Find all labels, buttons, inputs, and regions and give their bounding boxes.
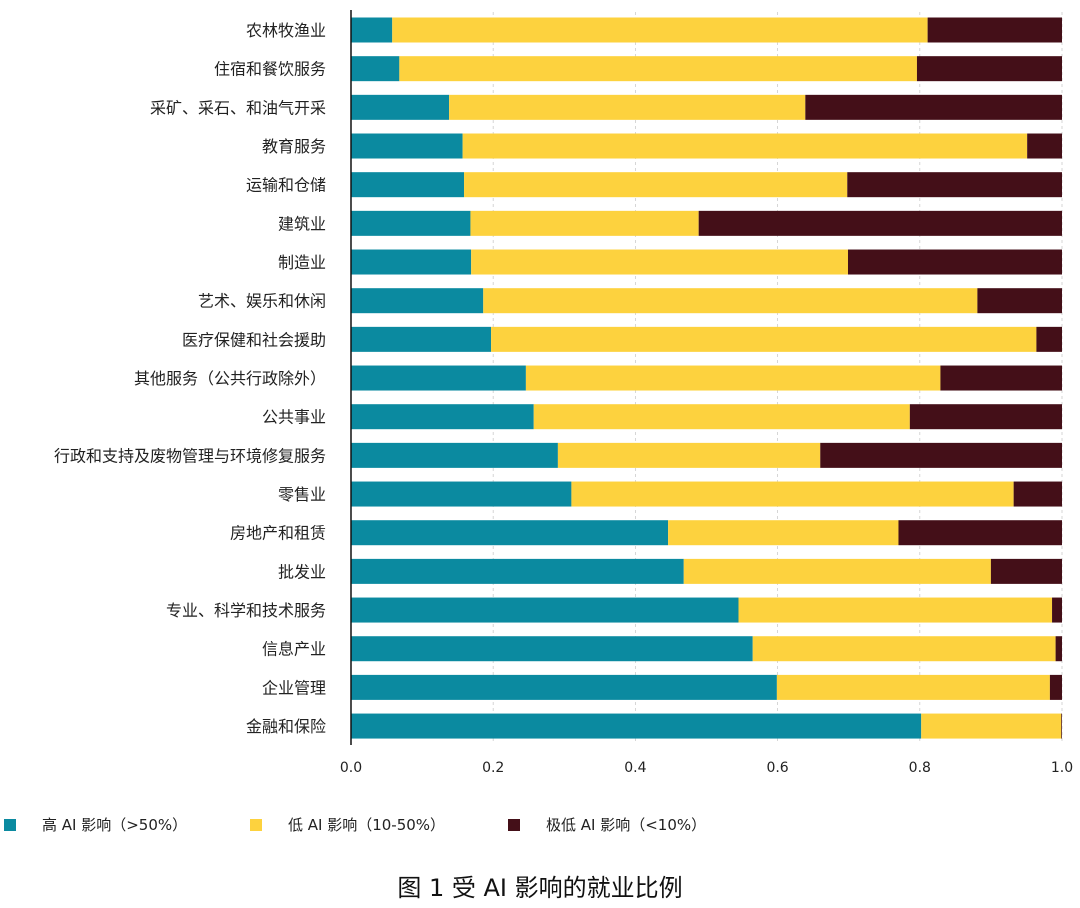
bar-segment-high [351,326,492,352]
bar-segment-low [464,172,848,198]
bar-segment-very-low [927,17,1062,43]
category-label: 零售业 [278,485,326,504]
bar-segment-low [921,713,1062,739]
legend-swatch-low [250,818,262,831]
category-label: 企业管理 [262,678,326,697]
category-label: 金融和保险 [246,717,326,736]
category-label: 教育服务 [262,137,326,156]
bar-segment-low [471,249,848,275]
stacked-bar-chart: 0.0 0.2 0.4 0.6 0.8 1.0 农林牧渔业住宿和餐饮服务采矿、采石、和油气开… [54,10,1073,776]
bar-segment-high [351,442,558,468]
legend-label-high: 高 AI 影响（>50%） [42,816,188,834]
bar-segment-very-low [1061,713,1062,739]
bar-segment-very-low [847,172,1062,198]
x-tick-label: 0.0 [340,760,362,776]
bar-segment-very-low [698,210,1062,236]
bar-segment-very-low [1027,133,1062,159]
bar-segment-low [483,288,978,314]
bar-segment-high [351,520,669,546]
chart-caption: 图 1 受 AI 影响的就业比例 [397,874,683,902]
x-tick-label: 0.8 [909,760,931,776]
category-label: 制造业 [278,253,326,272]
category-label: 专业、科学和技术服务 [166,601,326,620]
bar-segment-low [557,442,821,468]
bar-segment-high [351,365,526,391]
bar-segment-very-low [847,249,1062,275]
legend-item-high: 高 AI 影响（>50%） [4,814,187,835]
bar-segment-low [738,597,1053,623]
bar-segment-low [449,94,806,120]
bar-segment-high [351,133,463,159]
bar-segment-very-low [990,558,1062,584]
category-label: 行政和支持及废物管理与环境修复服务 [54,446,326,465]
bar-segment-low [525,365,941,391]
x-tick-label: 0.6 [766,760,788,776]
legend-item-low: 低 AI 影响（10-50%） [250,814,445,835]
category-label: 采矿、采石、和油气开采 [150,98,326,117]
category-label: 医疗保健和社会援助 [182,330,326,349]
bar-segment-high [351,636,753,662]
legend-swatch-very-low [508,818,520,831]
x-tick-label: 0.2 [482,760,504,776]
bar-segment-low [533,404,910,430]
bar-segment-high [351,94,450,120]
bar-segment-low [470,210,699,236]
bar-segment-very-low [805,94,1062,120]
legend: 高 AI 影响（>50%） 低 AI 影响（10-50%） 极低 AI 影响（<… [0,814,1080,838]
bar-segment-high [351,558,684,584]
bar-segment-very-low [1036,326,1062,352]
bar-segment-high [351,56,400,82]
bar-segment-very-low [940,365,1062,391]
legend-label-very-low: 极低 AI 影响（<10%） [546,816,707,834]
category-label: 建筑业 [278,214,326,233]
bar-segment-high [351,597,739,623]
bar-segment-high [351,404,534,430]
bar-segment-high [351,674,777,700]
bar-segment-very-low [898,520,1062,546]
bar-segment-low [571,481,1014,507]
bar-segment-very-low [820,442,1062,468]
bar-segment-very-low [909,404,1062,430]
bar-segment-low [491,326,1037,352]
bar-segment-high [351,713,922,739]
legend-label-low: 低 AI 影响（10-50%） [288,816,446,834]
category-label: 其他服务（公共行政除外） [134,369,326,388]
bar-segment-low [683,558,991,584]
bar-segment-very-low [1055,636,1062,662]
category-label: 批发业 [278,562,326,581]
bar-segment-low [668,520,899,546]
bar-segment-high [351,17,393,43]
bar-segment-high [351,481,572,507]
bar-segment-very-low [1013,481,1062,507]
x-tick-label: 0.4 [624,760,646,776]
category-label: 运输和仓储 [246,176,326,195]
category-label: 公共事业 [262,408,326,427]
bar-segment-very-low [916,56,1062,82]
x-tick-label: 1.0 [1051,760,1073,776]
bar-segment-high [351,172,465,198]
bar-segment-low [399,56,917,82]
legend-swatch-high [4,818,16,831]
bar-segment-low [752,636,1056,662]
category-label: 房地产和租赁 [230,524,326,543]
category-label: 信息产业 [262,640,326,659]
category-label: 住宿和餐饮服务 [214,60,326,79]
bar-segment-low [392,17,928,43]
bar-segment-low [462,133,1028,159]
bar-segment-low [776,674,1050,700]
bar-segment-high [351,210,471,236]
legend-item-very-low: 极低 AI 影响（<10%） [508,814,706,835]
category-label: 农林牧渔业 [246,21,326,40]
bar-segment-very-low [1052,597,1062,623]
bar-segment-high [351,249,472,275]
bar-segment-very-low [1049,674,1062,700]
category-label: 艺术、娱乐和休闲 [198,292,326,311]
bar-segment-high [351,288,484,314]
bar-segment-very-low [977,288,1062,314]
